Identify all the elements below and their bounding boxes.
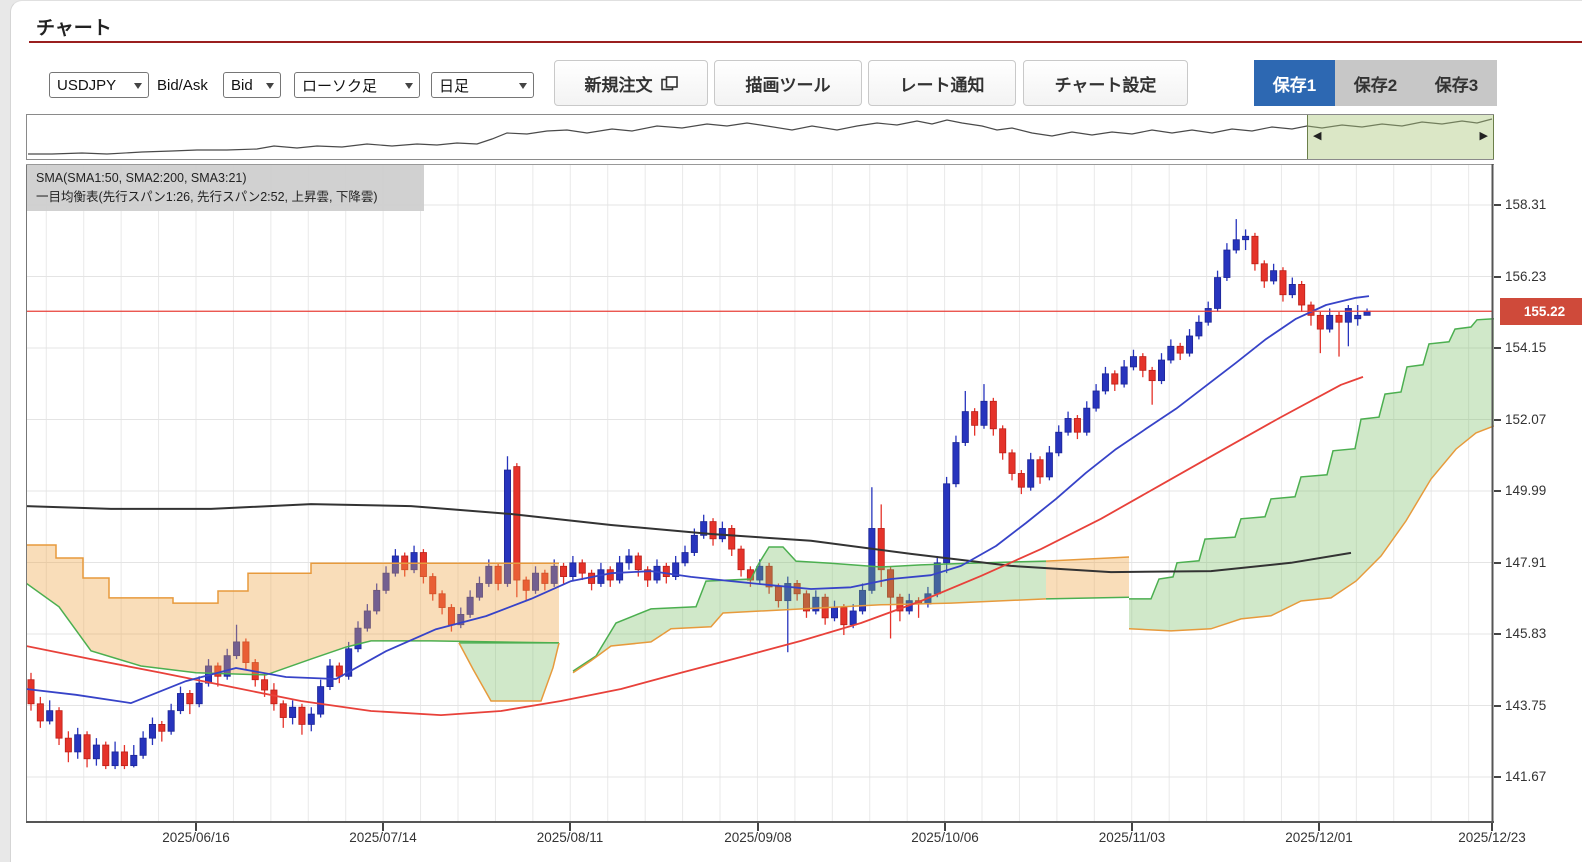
price-side-select[interactable]: Bid — [223, 72, 281, 98]
price-side-select-value: Bid — [231, 76, 253, 94]
x-axis-label: 2025/11/03 — [1098, 830, 1166, 845]
save-slot-2-button[interactable]: 保存2 — [1353, 75, 1398, 95]
y-axis-label: 147.91 — [1505, 555, 1547, 570]
legend-ichimoku-line: 一目均衡表(先行スパン1:26, 先行スパン2:52, 上昇雲, 下降雲) — [36, 190, 378, 204]
chart-settings-button-label: チャート設定 — [1054, 75, 1157, 95]
bid-ask-label: Bid/Ask — [157, 77, 208, 94]
timeframe-select[interactable]: 日足 — [431, 72, 534, 98]
y-axis-tick — [1494, 419, 1501, 421]
chart-canvas — [26, 164, 1494, 823]
chevron-down-icon — [405, 83, 413, 89]
x-axis-label: 2025/09/08 — [724, 830, 792, 845]
chart-settings-button[interactable]: チャート設定 — [1023, 60, 1188, 106]
new-order-button-label: 新規注文 — [584, 75, 653, 95]
chevron-down-icon — [519, 83, 527, 89]
x-axis-tick — [1131, 823, 1133, 831]
title-divider — [29, 41, 1582, 43]
y-axis-label: 149.99 — [1505, 483, 1547, 498]
x-axis-tick — [1318, 823, 1320, 831]
symbol-select[interactable]: USDJPY — [49, 72, 149, 98]
x-axis-label: 2025/10/06 — [911, 830, 979, 845]
save-slot-1-button[interactable]: 保存1 — [1254, 60, 1335, 106]
x-axis-tick — [757, 823, 759, 831]
y-axis-tick — [1494, 204, 1501, 206]
y-axis-label: 143.75 — [1505, 698, 1547, 713]
y-axis-tick — [1494, 276, 1501, 278]
rate-alert-button-label: レート通知 — [899, 75, 985, 95]
y-axis-label: 154.15 — [1505, 340, 1547, 355]
timeframe-select-value: 日足 — [439, 77, 470, 95]
y-axis-tick — [1494, 633, 1501, 635]
indicator-legend: SMA(SMA1:50, SMA2:200, SMA3:21) 一目均衡表(先行… — [27, 165, 424, 211]
y-axis-label: 152.07 — [1505, 412, 1547, 427]
y-axis-tick — [1494, 776, 1501, 778]
y-axis-tick — [1494, 705, 1501, 707]
y-axis-tick — [1494, 490, 1501, 492]
chart-type-select[interactable]: ローソク足 — [294, 72, 420, 98]
popup-window-icon — [660, 75, 678, 90]
y-axis-tick — [1494, 562, 1501, 564]
draw-tools-button[interactable]: 描画ツール — [714, 60, 862, 106]
new-order-button[interactable]: 新規注文 — [554, 60, 708, 106]
current-price-label: 155.22 — [1500, 298, 1582, 325]
x-axis-tick — [1491, 823, 1493, 831]
x-axis-label: 2025/12/01 — [1285, 830, 1353, 845]
x-axis-tick — [382, 823, 384, 831]
page-title: チャート — [36, 18, 112, 39]
y-axis-tick — [1494, 347, 1501, 349]
navigator-sparkline — [28, 118, 1493, 155]
chart-panel: チャート USDJPY Bid/Ask Bid ローソク足 日足 新規注文 描画… — [10, 0, 1582, 862]
save-bar: 保存1 保存2 保存3 — [1254, 60, 1497, 106]
chart-type-select-value: ローソク足 — [302, 77, 378, 95]
y-axis-label: 156.23 — [1505, 269, 1547, 284]
x-axis-tick — [569, 823, 571, 831]
chevron-down-icon — [266, 83, 274, 89]
chevron-down-icon — [134, 83, 142, 89]
symbol-select-value: USDJPY — [57, 76, 117, 94]
x-axis-tick — [195, 823, 197, 831]
navigator-left-handle-icon[interactable]: ◀ — [1313, 130, 1322, 142]
navigator-selection[interactable]: ◀ ▶ — [1307, 115, 1494, 159]
chart-navigator[interactable]: ◀ ▶ — [26, 114, 1494, 160]
x-axis-label: 2025/06/16 — [162, 830, 230, 845]
x-axis-label: 2025/08/11 — [536, 830, 604, 845]
navigator-right-handle-icon[interactable]: ▶ — [1479, 130, 1488, 142]
y-axis-label: 141.67 — [1505, 769, 1547, 784]
rate-alert-button[interactable]: レート通知 — [868, 60, 1016, 106]
x-axis-tick — [944, 823, 946, 831]
x-axis-label: 2025/07/14 — [349, 830, 417, 845]
candlestick-chart[interactable] — [26, 164, 1494, 823]
y-axis-label: 158.31 — [1505, 197, 1547, 212]
x-axis-label: 2025/12/23 — [1458, 830, 1526, 845]
y-axis-label: 145.83 — [1505, 626, 1547, 641]
legend-sma-line: SMA(SMA1:50, SMA2:200, SMA3:21) — [36, 171, 247, 185]
save-slot-3-button[interactable]: 保存3 — [1434, 75, 1479, 95]
draw-tools-button-label: 描画ツール — [745, 75, 831, 95]
